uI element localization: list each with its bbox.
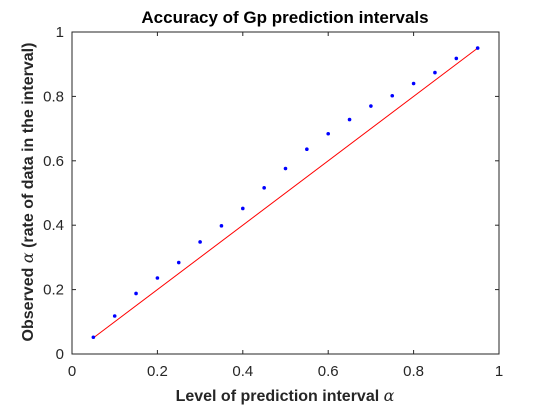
data-point: [475, 46, 480, 50]
data-point: [283, 166, 288, 171]
y-tick-label: 0.8: [43, 88, 64, 105]
plot-area: 0 0.2 0.4 0.6 0.8 1 0 0.2 0.4 0.6 0.8 1: [43, 24, 503, 380]
data-point: [134, 291, 138, 296]
x-tick-label: 1: [495, 363, 503, 380]
y-axis-title-before: Observed: [20, 263, 37, 341]
axis-ticks: 0 0.2 0.4 0.6 0.8 1 0 0.2 0.4 0.6 0.8 1: [43, 24, 503, 380]
x-tick-label: 0: [68, 363, 76, 380]
data-point: [390, 93, 395, 98]
data-point: [155, 276, 160, 280]
x-tick-label: 0.4: [232, 363, 253, 380]
y-tick-label: 0.4: [43, 217, 64, 234]
data-point: [454, 56, 459, 61]
chart-title: Accuracy of Gp prediction intervals: [141, 8, 428, 27]
y-axis-title-after: (rate of data in the interval): [20, 43, 37, 253]
x-tick-label: 0.6: [318, 363, 339, 380]
data-point: [176, 260, 181, 265]
x-axis-title-text: Level of prediction interval: [176, 388, 384, 405]
y-tick-label: 0: [56, 346, 64, 363]
data-point: [262, 186, 266, 190]
series-layer: [91, 46, 480, 340]
y-tick-label: 1: [56, 24, 64, 41]
data-point: [411, 81, 416, 86]
x-tick-label: 0.2: [147, 363, 168, 380]
y-axis-title: Observed α (rate of data in the interval…: [18, 43, 37, 342]
data-point: [219, 224, 224, 228]
data-point: [369, 104, 373, 108]
data-point: [347, 117, 352, 122]
data-point: [305, 147, 309, 152]
data-point: [91, 335, 96, 340]
data-point: [326, 131, 331, 136]
data-point: [112, 314, 117, 318]
data-point: [433, 70, 437, 75]
y-tick-label: 0.6: [43, 153, 64, 170]
data-point: [198, 240, 202, 244]
x-axis-alpha-symbol: α: [384, 386, 395, 405]
data-point: [241, 206, 245, 211]
y-axis-alpha-symbol: α: [18, 252, 37, 263]
reference-line: [93, 47, 478, 339]
y-tick-label: 0.2: [43, 282, 64, 299]
x-tick-label: 0.8: [403, 363, 424, 380]
x-axis-title: Level of prediction interval α: [176, 386, 395, 405]
